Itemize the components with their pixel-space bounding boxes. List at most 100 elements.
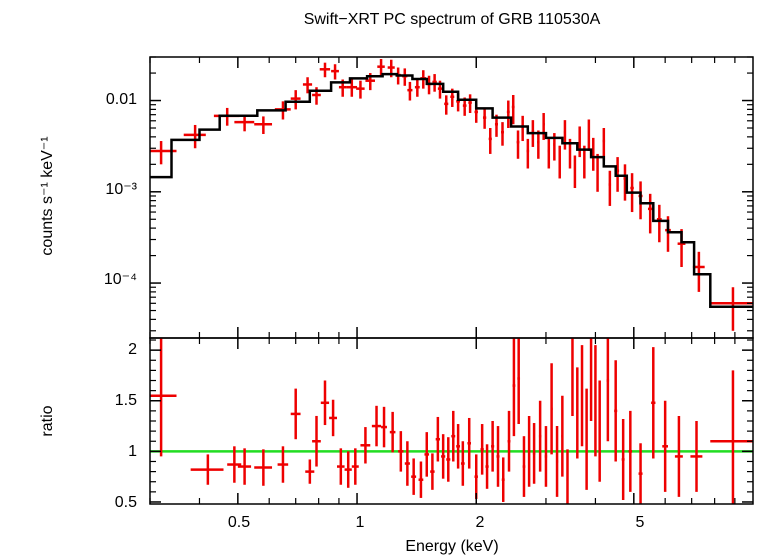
data-point [418, 461, 424, 498]
ratio-axis-ticks [149, 338, 753, 504]
data-point [647, 193, 653, 234]
data-point [468, 94, 472, 114]
data-point [555, 426, 559, 497]
data-point [558, 145, 561, 179]
data-point [319, 62, 331, 78]
spectrum-y-tick-label: 10⁻⁴ [104, 271, 137, 288]
x-axis-label: Energy (keV) [405, 538, 498, 555]
data-point [550, 363, 553, 455]
data-point [517, 338, 521, 425]
data-point [446, 437, 451, 482]
data-point [360, 427, 371, 464]
spectrum-axis-ticks [149, 56, 753, 338]
data-point [537, 130, 540, 159]
data-point [485, 444, 489, 489]
data-point [488, 128, 492, 154]
data-point [606, 338, 610, 442]
data-point [474, 454, 478, 499]
data-point [430, 453, 435, 490]
data-point [402, 68, 408, 86]
data-point [451, 410, 456, 462]
data-point [511, 95, 515, 125]
data-point [571, 338, 574, 416]
data-point [150, 338, 177, 457]
x-tick-label: 5 [636, 514, 645, 531]
data-point [521, 115, 524, 142]
data-point [506, 100, 510, 129]
data-point [254, 449, 273, 486]
data-point [414, 79, 420, 97]
spectrum-y-axis-label: counts s⁻¹ keV⁻¹ [39, 136, 56, 255]
data-point [456, 424, 461, 469]
data-point [389, 411, 396, 453]
data-point [424, 432, 430, 477]
data-point [227, 446, 242, 483]
model-step-line [150, 72, 753, 309]
spectrum-panel: 0.01 10⁻³ 10⁻⁴ counts s⁻¹ keV⁻¹ [39, 56, 754, 339]
data-point [351, 448, 359, 485]
data-point [596, 153, 599, 192]
data-point [516, 130, 520, 159]
data-point [331, 64, 339, 80]
spectrum-y-tick-label: 10⁻³ [105, 181, 137, 198]
data-point [344, 451, 352, 488]
data-point [628, 410, 633, 492]
data-point [346, 79, 358, 97]
ratio-panel: 0.5 1 1.5 2 ratio 0.5 1 2 5 Energy (keV) [39, 337, 754, 555]
data-point [254, 116, 273, 134]
chart-title: Swift−XRT PC spectrum of GRB 110530A [304, 11, 601, 28]
ratio-y-tick-label: 1.5 [115, 392, 137, 409]
data-point [190, 454, 224, 485]
data-point [482, 108, 487, 129]
data-point [561, 395, 564, 477]
data-point [371, 405, 382, 447]
data-point [183, 124, 206, 149]
data-point [674, 415, 683, 497]
data-point [336, 448, 345, 485]
data-point [656, 204, 662, 243]
data-point [435, 416, 440, 462]
x-tick-label: 2 [476, 514, 485, 531]
data-point [576, 367, 579, 459]
data-point [501, 122, 504, 146]
data-point [532, 423, 536, 484]
data-point [411, 458, 417, 495]
data-point [602, 128, 606, 161]
data-point [320, 380, 330, 426]
data-point [526, 138, 530, 169]
data-point [290, 388, 301, 440]
spectrum-model-curve [150, 72, 753, 309]
spectrum-data-points [150, 59, 753, 331]
ratio-data-points [150, 338, 753, 504]
data-point [587, 119, 591, 151]
data-point [404, 441, 410, 486]
x-tick-label: 1 [356, 514, 365, 531]
data-point [614, 360, 618, 462]
data-point [592, 137, 595, 171]
data-point [538, 400, 542, 472]
data-point [441, 434, 446, 479]
data-point [491, 421, 495, 472]
ratio-y-axis-label: ratio [39, 405, 56, 436]
data-point [710, 287, 753, 331]
ratio-y-tick-label: 2 [128, 341, 137, 358]
data-point [594, 345, 597, 457]
data-point [573, 155, 577, 189]
data-point [329, 399, 337, 437]
ratio-panel-frame [149, 337, 754, 505]
data-point [501, 457, 505, 502]
data-point [566, 449, 569, 504]
x-tick-label: 0.5 [228, 514, 250, 531]
data-point [305, 459, 315, 484]
data-point [522, 436, 526, 497]
data-point [512, 338, 516, 437]
data-point [398, 431, 404, 472]
data-point [460, 441, 465, 486]
data-point [444, 95, 449, 115]
data-point [621, 418, 625, 500]
data-point [507, 410, 511, 472]
data-point [496, 426, 500, 487]
data-point [277, 446, 289, 483]
data-point [580, 345, 584, 447]
